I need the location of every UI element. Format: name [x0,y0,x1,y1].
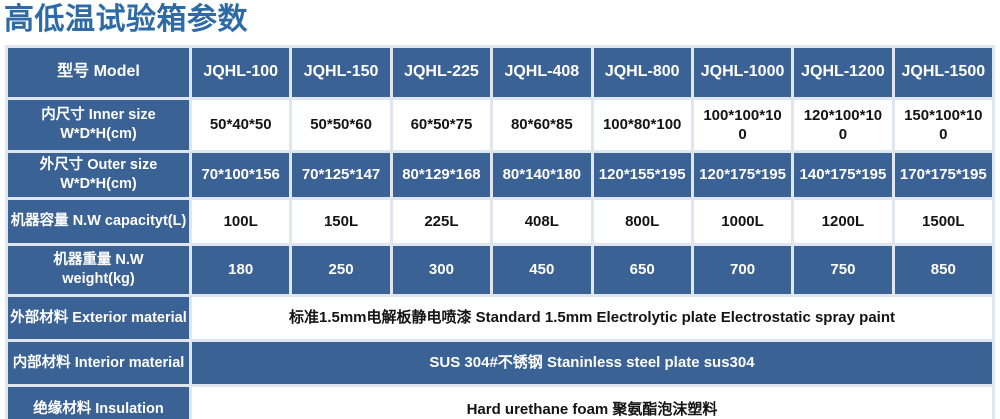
header-cell-jqhl-408: JQHL-408 [490,45,594,100]
value-inner-size-jqhl-100: 50*40*50 [188,97,293,153]
header-cell-jqhl-1200: JQHL-1200 [791,45,895,100]
value-weight-jqhl-1200: 750 [791,243,895,297]
value-interior-material: SUS 304#不锈钢 Staninless steel plate sus30… [189,339,995,387]
header-label-cell: 型号 Model [5,45,192,100]
header-cell-jqhl-1500: JQHL-1500 [891,45,996,100]
header-cell-jqhl-1000: JQHL-1000 [690,45,795,100]
label-weight: 机器重量 N.W weight(kg) [5,243,192,297]
value-capacity-jqhl-1200: 1200L [791,197,895,246]
value-insulation: Hard urethane foam 聚氨酯泡沫塑料 [189,384,995,419]
value-inner-size-jqhl-1200: 120*100*10 0 [791,97,895,153]
value-capacity-jqhl-100: 100L [188,197,293,246]
label-inner-size: 内尺寸 Inner size W*D*H(cm) [5,97,192,153]
value-exterior-material: 标准1.5mm电解板静电喷漆 Standard 1.5mm Electrolyt… [189,294,995,342]
table-body: 内尺寸 Inner size W*D*H(cm) 50*40*50 50*50*60… [5,97,996,419]
value-weight-jqhl-1500: 850 [891,243,996,297]
header-cell-jqhl-150: JQHL-150 [289,45,393,100]
value-outer-size-jqhl-100: 70*100*156 [188,150,293,200]
header-cell-jqhl-800: JQHL-800 [590,45,694,100]
value-outer-size-jqhl-1000: 120*175*195 [690,150,795,200]
row-outer-size: 外尺寸 Outer size W*D*H(cm) 70*100*156 70*125… [5,150,996,200]
value-outer-size-jqhl-150: 70*125*147 [289,150,393,200]
value-inner-size-jqhl-408: 80*60*85 [490,97,594,153]
row-insulation: 绝缘材料 Insulation Hard urethane foam 聚氨酯泡沫塑… [5,384,995,419]
header-cell-jqhl-225: JQHL-225 [389,45,494,100]
row-interior-material: 内部材料 Interior material SUS 304#不锈钢 Stanin… [5,339,995,387]
value-weight-jqhl-1000: 700 [690,243,795,297]
row-capacity: 机器容量 N.W capacityt(L) 100L 150L 225L 408L 800… [5,197,996,246]
value-weight-jqhl-408: 450 [490,243,594,297]
value-capacity-jqhl-1500: 1500L [891,197,996,246]
value-inner-size-jqhl-1000: 100*100*10 0 [690,97,795,153]
value-capacity-jqhl-800: 800L [590,197,694,246]
table-header: 型号 Model JQHL-100 JQHL-150 JQHL-225 JQHL-408… [5,45,996,100]
header-row: 型号 Model JQHL-100 JQHL-150 JQHL-225 JQHL-408… [5,45,996,100]
row-weight: 机器重量 N.W weight(kg) 180 250 300 450 650 700 750… [5,243,996,297]
row-exterior-material: 外部材料 Exterior material 标准1.5mm电解板静电喷漆 Sta… [5,294,995,342]
value-capacity-jqhl-408: 408L [490,197,594,246]
value-outer-size-jqhl-225: 80*129*168 [389,150,494,200]
value-inner-size-jqhl-150: 50*50*60 [289,97,393,153]
label-exterior-material: 外部材料 Exterior material [5,294,192,342]
header-cell-jqhl-100: JQHL-100 [188,45,293,100]
value-weight-jqhl-150: 250 [289,243,393,297]
page-title: 高低温试验箱参数 [4,3,248,36]
value-outer-size-jqhl-1200: 140*175*195 [791,150,895,200]
value-inner-size-jqhl-800: 100*80*100 [590,97,694,153]
label-capacity: 机器容量 N.W capacityt(L) [5,197,192,246]
label-insulation: 绝缘材料 Insulation [5,384,192,419]
spec-table: 型号 Model JQHL-100 JQHL-150 JQHL-225 JQHL-408… [5,45,996,419]
value-inner-size-jqhl-225: 60*50*75 [389,97,494,153]
value-capacity-jqhl-150: 150L [289,197,393,246]
label-outer-size: 外尺寸 Outer size W*D*H(cm) [5,150,192,200]
label-interior-material: 内部材料 Interior material [5,339,192,387]
value-outer-size-jqhl-800: 120*155*195 [590,150,694,200]
value-weight-jqhl-800: 650 [590,243,694,297]
value-capacity-jqhl-225: 225L [389,197,494,246]
row-inner-size: 内尺寸 Inner size W*D*H(cm) 50*40*50 50*50*60… [5,97,996,153]
value-outer-size-jqhl-1500: 170*175*195 [891,150,996,200]
value-capacity-jqhl-1000: 1000L [690,197,795,246]
value-outer-size-jqhl-408: 80*140*180 [490,150,594,200]
value-weight-jqhl-100: 180 [188,243,293,297]
value-weight-jqhl-225: 300 [389,243,494,297]
value-inner-size-jqhl-1500: 150*100*10 0 [891,97,996,153]
